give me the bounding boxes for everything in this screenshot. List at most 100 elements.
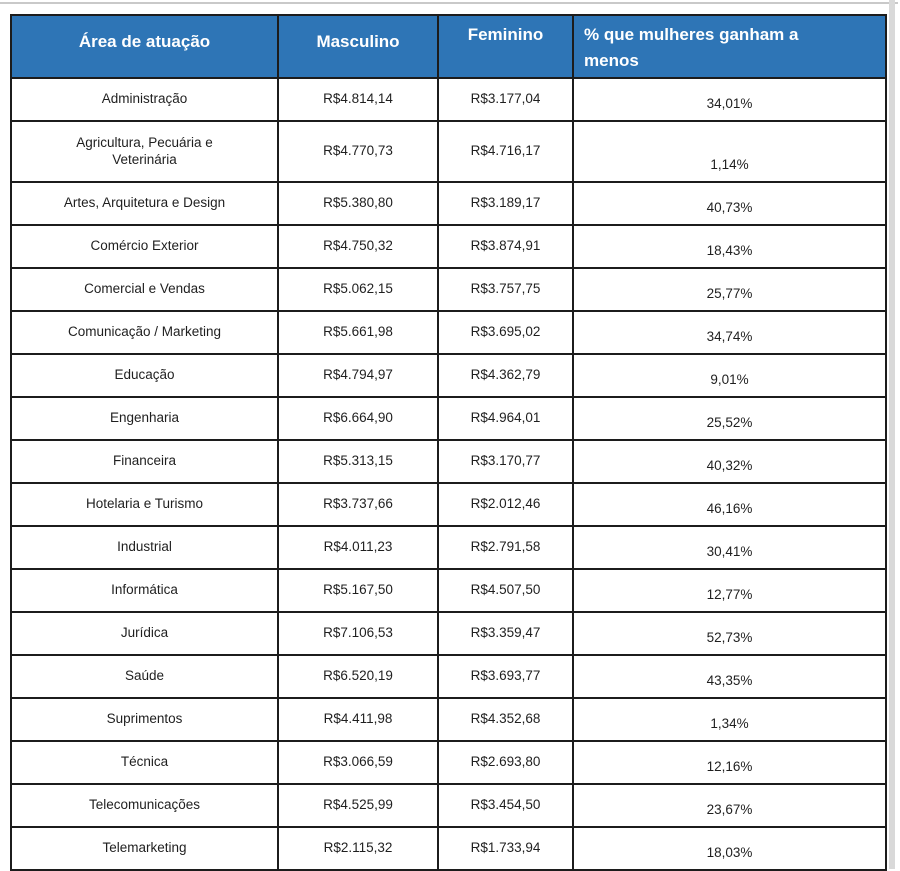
area-cell: Saúde	[10, 654, 279, 699]
table-row: Informática R$5.167,50 R$4.507,50 12,77%	[10, 568, 887, 613]
table-row: Comercial e Vendas R$5.062,15 R$3.757,75…	[10, 267, 887, 312]
table-row: Suprimentos R$4.411,98 R$4.352,68 1,34%	[10, 697, 887, 742]
pct-cell: 1,14%	[572, 120, 887, 183]
area-label: Telemarketing	[102, 840, 187, 856]
area-label: Educação	[114, 367, 175, 383]
pct-cell: 12,16%	[572, 740, 887, 785]
pct-cell: 25,77%	[572, 267, 887, 312]
table-row: Industrial R$4.011,23 R$2.791,58 30,41%	[10, 525, 887, 570]
area-cell: Comercial e Vendas	[10, 267, 279, 312]
salary-comparison-table: Área de atuação Masculino Feminino % que…	[10, 14, 887, 871]
col-header-feminino: Feminino	[437, 14, 574, 79]
area-cell: Suprimentos	[10, 697, 279, 742]
area-label: Técnica	[120, 754, 169, 770]
area-cell: Industrial	[10, 525, 279, 570]
feminino-cell: R$3.874,91	[437, 224, 574, 269]
table-row: Técnica R$3.066,59 R$2.693,80 12,16%	[10, 740, 887, 785]
area-label: Engenharia	[109, 410, 180, 426]
area-cell: Financeira	[10, 439, 279, 484]
masculino-cell: R$4.794,97	[277, 353, 439, 398]
table-row: Comunicação / Marketing R$5.661,98 R$3.6…	[10, 310, 887, 355]
masculino-cell: R$4.770,73	[277, 120, 439, 183]
feminino-cell: R$4.716,17	[437, 120, 574, 183]
pct-cell: 18,43%	[572, 224, 887, 269]
feminino-cell: R$3.177,04	[437, 77, 574, 122]
feminino-cell: R$2.693,80	[437, 740, 574, 785]
feminino-cell: R$4.507,50	[437, 568, 574, 613]
area-label: Suprimentos	[106, 711, 183, 727]
feminino-cell: R$1.733,94	[437, 826, 574, 871]
col-header-pct-gap-label: % que mulheres ganham a menos	[584, 25, 799, 70]
masculino-cell: R$3.737,66	[277, 482, 439, 527]
area-cell: Engenharia	[10, 396, 279, 441]
page-top-divider	[0, 2, 898, 4]
pct-cell: 34,01%	[572, 77, 887, 122]
masculino-cell: R$6.520,19	[277, 654, 439, 699]
area-cell: Telecomunicações	[10, 783, 279, 828]
masculino-cell: R$4.814,14	[277, 77, 439, 122]
masculino-cell: R$5.167,50	[277, 568, 439, 613]
table-row: Financeira R$5.313,15 R$3.170,77 40,32%	[10, 439, 887, 484]
area-label: Comunicação / Marketing	[67, 324, 222, 340]
table-row: Hotelaria e Turismo R$3.737,66 R$2.012,4…	[10, 482, 887, 527]
feminino-cell: R$3.189,17	[437, 181, 574, 226]
area-label: Artes, Arquitetura e Design	[63, 195, 226, 211]
feminino-cell: R$4.964,01	[437, 396, 574, 441]
area-label: Financeira	[112, 453, 177, 469]
table-row: Telemarketing R$2.115,32 R$1.733,94 18,0…	[10, 826, 887, 871]
table-row: Comércio Exterior R$4.750,32 R$3.874,91 …	[10, 224, 887, 269]
area-label: Jurídica	[120, 625, 169, 641]
table-row: Saúde R$6.520,19 R$3.693,77 43,35%	[10, 654, 887, 699]
area-cell: Administração	[10, 77, 279, 122]
col-header-area: Área de atuação	[10, 14, 279, 79]
table-row: Educação R$4.794,97 R$4.362,79 9,01%	[10, 353, 887, 398]
masculino-cell: R$4.750,32	[277, 224, 439, 269]
table-header-row: Área de atuação Masculino Feminino % que…	[10, 14, 887, 79]
area-cell: Hotelaria e Turismo	[10, 482, 279, 527]
page-right-edge-strip	[889, 0, 895, 869]
area-cell: Educação	[10, 353, 279, 398]
pct-cell: 1,34%	[572, 697, 887, 742]
pct-cell: 40,32%	[572, 439, 887, 484]
feminino-cell: R$4.362,79	[437, 353, 574, 398]
pct-cell: 40,73%	[572, 181, 887, 226]
table-row: Administração R$4.814,14 R$3.177,04 34,0…	[10, 77, 887, 122]
area-label: Comercial e Vendas	[84, 281, 205, 297]
area-label: Administração	[101, 91, 188, 107]
masculino-cell: R$5.313,15	[277, 439, 439, 484]
masculino-cell: R$2.115,32	[277, 826, 439, 871]
table-row: Jurídica R$7.106,53 R$3.359,47 52,73%	[10, 611, 887, 656]
area-cell: Comunicação / Marketing	[10, 310, 279, 355]
masculino-cell: R$4.411,98	[277, 697, 439, 742]
pct-cell: 52,73%	[572, 611, 887, 656]
area-label: Industrial	[117, 539, 172, 555]
area-label: Comércio Exterior	[90, 238, 199, 254]
area-label: Hotelaria e Turismo	[85, 496, 204, 512]
area-cell: Informática	[10, 568, 279, 613]
table-row: Engenharia R$6.664,90 R$4.964,01 25,52%	[10, 396, 887, 441]
feminino-cell: R$4.352,68	[437, 697, 574, 742]
area-cell: Agricultura, Pecuária e Veterinária	[10, 120, 279, 183]
pct-cell: 43,35%	[572, 654, 887, 699]
col-header-masculino: Masculino	[277, 14, 439, 79]
feminino-cell: R$3.693,77	[437, 654, 574, 699]
pct-cell: 25,52%	[572, 396, 887, 441]
masculino-cell: R$5.380,80	[277, 181, 439, 226]
area-label: Saúde	[124, 668, 165, 684]
feminino-cell: R$2.012,46	[437, 482, 574, 527]
pct-cell: 46,16%	[572, 482, 887, 527]
feminino-cell: R$3.170,77	[437, 439, 574, 484]
area-label: Informática	[111, 582, 178, 598]
table-row: Artes, Arquitetura e Design R$5.380,80 R…	[10, 181, 887, 226]
table-row: Telecomunicações R$4.525,99 R$3.454,50 2…	[10, 783, 887, 828]
area-cell: Comércio Exterior	[10, 224, 279, 269]
area-label: Telecomunicações	[88, 797, 201, 813]
area-cell: Técnica	[10, 740, 279, 785]
feminino-cell: R$2.791,58	[437, 525, 574, 570]
feminino-cell: R$3.454,50	[437, 783, 574, 828]
pct-cell: 18,03%	[572, 826, 887, 871]
feminino-cell: R$3.757,75	[437, 267, 574, 312]
area-cell: Telemarketing	[10, 826, 279, 871]
feminino-cell: R$3.359,47	[437, 611, 574, 656]
masculino-cell: R$5.062,15	[277, 267, 439, 312]
